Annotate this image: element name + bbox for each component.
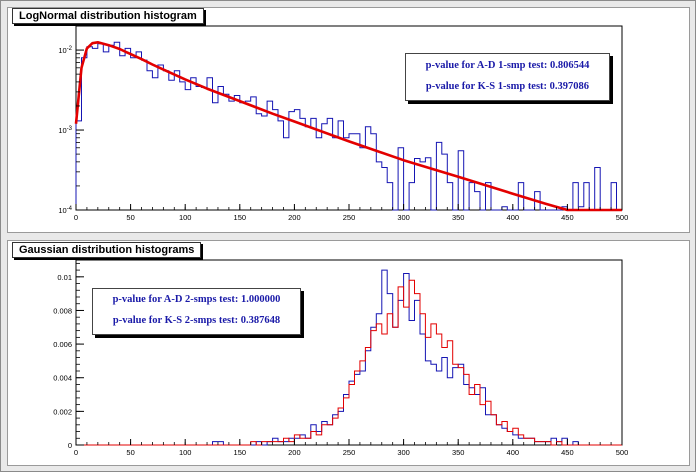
histogram-series-1-0 [76, 269, 622, 446]
lognormal-chart: 0 50 100 150 200 250 300 350 400 450 500 10-2 10-3 10… [58, 25, 629, 222]
top-pad[interactable]: 0 50 100 150 200 250 300 350 400 450 500 10-2 10-3 10… [7, 7, 690, 233]
x-tick-label: 250 [343, 448, 356, 457]
gaussian-chart: 0 50 100 150 200 250 300 350 400 450 500 0 0.002 0.00… [53, 259, 629, 457]
y-tick-label: 0.006 [53, 340, 72, 349]
y-tick-label: 0.008 [53, 306, 72, 315]
x-tick-label: 50 [126, 448, 134, 457]
y-tick-label: 10-3 [58, 126, 72, 135]
x-tick-label: 450 [561, 213, 574, 222]
x-tick-label: 250 [343, 213, 356, 222]
y-tick-label: 10-2 [58, 46, 72, 55]
y-tick-label: 10-4 [58, 206, 72, 215]
x-tick-label: 350 [452, 213, 465, 222]
x-tick-label: 150 [234, 213, 247, 222]
histogram-series-1-1 [76, 279, 622, 446]
x-tick-label: 300 [397, 448, 410, 457]
x-tick-label: 500 [616, 213, 629, 222]
top-stats-box[interactable]: p-value for A-D 1-smp test: 0.806544 p-v… [405, 53, 610, 101]
x-tick-label: 200 [288, 448, 301, 457]
x-tick-label: 150 [234, 448, 247, 457]
x-tick-label: 0 [74, 448, 78, 457]
top-ad-pvalue: p-value for A-D 1-smp test: 0.806544 [425, 60, 590, 71]
bottom-ad-pvalue: p-value for A-D 2-smps test: 1.000000 [112, 294, 281, 305]
y-tick-label: 0 [68, 441, 72, 450]
x-tick-label: 200 [288, 213, 301, 222]
y-tick-label: 0.002 [53, 407, 72, 416]
x-tick-label: 450 [561, 448, 574, 457]
x-tick-label: 100 [179, 448, 192, 457]
fit-curve-series-0-1 [74, 41, 622, 212]
x-tick-label: 350 [452, 448, 465, 457]
x-tick-label: 50 [126, 213, 134, 222]
x-tick-label: 0 [74, 213, 78, 222]
bottom-pad-title: Gaussian distribution histograms [12, 242, 202, 258]
x-tick-label: 500 [616, 448, 629, 457]
x-tick-label: 300 [397, 213, 410, 222]
x-tick-label: 400 [507, 213, 520, 222]
y-tick-label: 0.01 [57, 273, 72, 282]
x-tick-label: 400 [507, 448, 520, 457]
top-pad-title: LogNormal distribution histogram [12, 8, 204, 24]
bottom-stats-box[interactable]: p-value for A-D 2-smps test: 1.000000 p-… [92, 288, 301, 335]
bottom-pad[interactable]: 0 50 100 150 200 250 300 350 400 450 500 0 0.002 0.00… [7, 240, 690, 466]
bottom-ks-pvalue: p-value for K-S 2-smps test: 0.387648 [112, 315, 281, 326]
top-ks-pvalue: p-value for K-S 1-smp test: 0.397086 [425, 81, 590, 92]
y-tick-label: 0.004 [53, 374, 72, 383]
x-tick-label: 100 [179, 213, 192, 222]
